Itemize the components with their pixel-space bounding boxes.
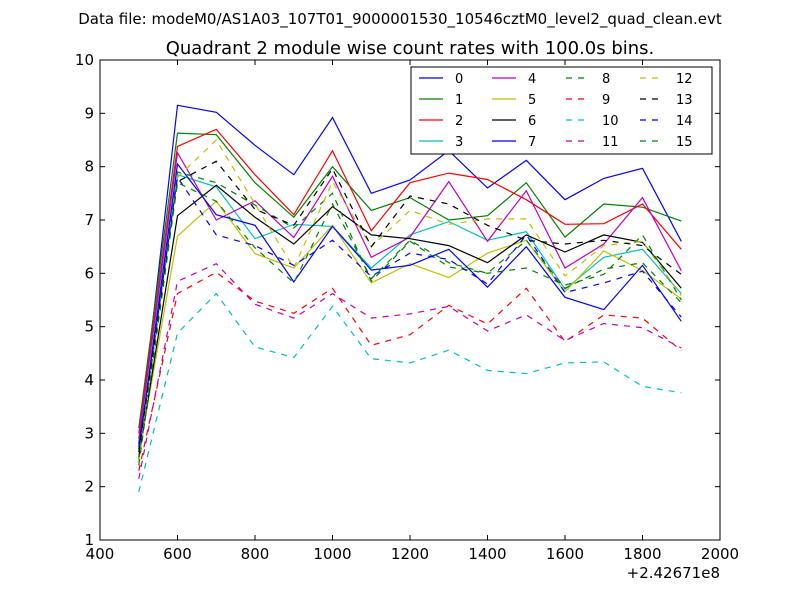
y-tick-label: 10 [75, 51, 94, 69]
x-tick-label: 400 [86, 545, 115, 563]
y-tick-label: 3 [84, 424, 94, 442]
series-line-13 [138, 160, 682, 453]
series-line-1 [138, 132, 682, 429]
series-layer [138, 104, 682, 493]
legend-label-3: 3 [455, 135, 463, 150]
y-tick-label: 9 [84, 104, 94, 122]
y-tick-label: 4 [84, 371, 94, 389]
legend-label-10: 10 [602, 114, 619, 129]
chart-suptitle: Data file: modeM0/AS1A03_107T01_90000015… [78, 10, 722, 29]
series-line-6 [138, 184, 682, 458]
series-line-3 [138, 173, 682, 450]
legend-label-7: 7 [528, 135, 536, 150]
y-tick-label: 5 [84, 318, 94, 336]
x-offset-label: +2.42671e8 [627, 564, 720, 582]
series-line-8 [138, 171, 682, 461]
y-tick-label: 7 [84, 211, 94, 229]
legend-label-0: 0 [455, 72, 463, 87]
legend-label-14: 14 [676, 114, 693, 129]
series-line-9 [138, 271, 682, 471]
series-line-10 [138, 292, 682, 493]
axis-layer: 400 600 800 1000 1200 1400 1600 1800 20001234567… [75, 51, 739, 563]
legend-label-9: 9 [602, 93, 610, 108]
x-tick-label: 1200 [391, 545, 429, 563]
legend-label-8: 8 [602, 72, 610, 87]
y-tick-label: 2 [84, 478, 94, 496]
legend-label-13: 13 [676, 93, 693, 108]
legend-label-12: 12 [676, 72, 693, 87]
legend-label-1: 1 [455, 93, 463, 108]
chart-title: Quadrant 2 module wise count rates with … [166, 38, 655, 59]
x-tick-label: 1400 [468, 545, 506, 563]
x-tick-label: 2000 [701, 545, 739, 563]
series-line-0 [138, 104, 682, 445]
legend-label-4: 4 [528, 72, 536, 87]
x-tick-label: 1600 [546, 545, 584, 563]
x-tick-label: 1800 [623, 545, 661, 563]
series-line-2 [138, 128, 682, 434]
y-tick-label: 6 [84, 264, 94, 282]
x-tick-label: 600 [163, 545, 192, 563]
legend-label-11: 11 [602, 135, 619, 150]
x-tick-label: 800 [241, 545, 270, 563]
y-tick-label: 1 [84, 531, 94, 549]
legend-label-15: 15 [676, 135, 693, 150]
legend-label-6: 6 [528, 114, 536, 129]
legend-label-2: 2 [455, 114, 463, 129]
series-line-4 [138, 150, 682, 439]
series-line-11 [138, 262, 682, 479]
x-tick-label: 1000 [313, 545, 351, 563]
legend-box [410, 66, 713, 155]
series-line-15 [138, 181, 682, 466]
series-line-14 [138, 175, 682, 447]
legend-label-5: 5 [528, 93, 536, 108]
series-line-7 [138, 162, 682, 450]
y-tick-label: 8 [84, 158, 94, 176]
